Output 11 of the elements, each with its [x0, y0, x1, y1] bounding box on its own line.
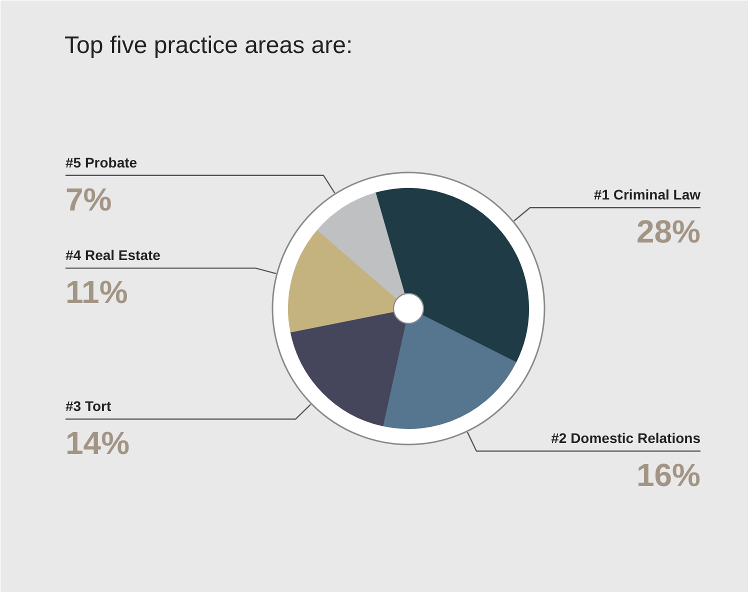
data-label: 14%: [66, 425, 130, 462]
chart-title: Top five practice areas are:: [64, 32, 353, 59]
slice-label: #1 Criminal Law: [594, 186, 701, 203]
data-label: 7%: [66, 181, 112, 218]
slice-label: #3 Tort: [66, 398, 112, 414]
slice-label: #5 Probate: [66, 154, 138, 170]
slice-label: #4 Real Estate: [66, 247, 161, 264]
data-label: 16%: [636, 457, 700, 494]
data-label: 28%: [636, 214, 700, 250]
slice-label: #2 Domestic Relations: [551, 430, 701, 446]
data-label: 11%: [66, 274, 128, 310]
